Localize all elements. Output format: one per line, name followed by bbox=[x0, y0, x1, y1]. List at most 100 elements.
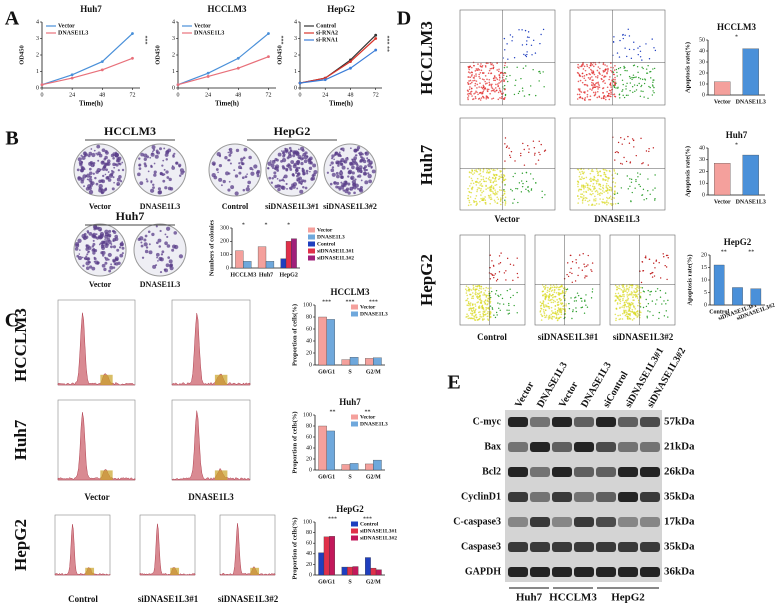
event bbox=[475, 308, 477, 311]
event bbox=[497, 70, 500, 73]
event bbox=[544, 294, 547, 296]
event bbox=[590, 68, 592, 71]
colony bbox=[112, 266, 116, 269]
event bbox=[605, 190, 607, 192]
colony bbox=[153, 173, 157, 177]
event bbox=[633, 317, 635, 320]
x-tick-label: 48 bbox=[99, 92, 105, 98]
scatter-frame bbox=[459, 9, 556, 106]
event bbox=[491, 308, 494, 310]
y-tick-label: 200 bbox=[220, 239, 229, 245]
colony bbox=[161, 164, 164, 167]
event bbox=[605, 185, 608, 187]
event bbox=[593, 199, 595, 202]
event bbox=[555, 313, 558, 315]
event bbox=[647, 289, 649, 292]
event bbox=[602, 87, 605, 89]
event bbox=[478, 187, 481, 189]
event bbox=[626, 296, 629, 298]
event bbox=[472, 284, 475, 287]
event bbox=[541, 190, 543, 193]
event bbox=[589, 78, 591, 81]
event bbox=[475, 291, 477, 294]
event bbox=[602, 63, 605, 66]
event bbox=[654, 174, 656, 176]
colony bbox=[107, 252, 112, 258]
event bbox=[487, 287, 489, 290]
colony bbox=[245, 187, 250, 192]
colony bbox=[91, 245, 95, 248]
event bbox=[474, 303, 476, 306]
colony bbox=[295, 160, 300, 165]
event bbox=[492, 64, 495, 67]
colony bbox=[77, 255, 83, 261]
colony bbox=[107, 239, 112, 245]
colony bbox=[121, 168, 125, 172]
event bbox=[494, 169, 496, 172]
colony bbox=[104, 244, 109, 249]
event bbox=[610, 95, 612, 98]
y-axis-label: OD450 bbox=[18, 45, 25, 65]
event bbox=[490, 72, 492, 75]
colony bbox=[112, 157, 115, 160]
event bbox=[468, 191, 471, 194]
event bbox=[481, 191, 483, 194]
event bbox=[599, 185, 602, 188]
colony bbox=[284, 147, 287, 150]
event bbox=[581, 196, 583, 198]
event bbox=[475, 285, 477, 288]
event bbox=[492, 192, 495, 195]
event bbox=[477, 301, 480, 303]
colony bbox=[163, 147, 166, 150]
y-tick-label: 2 bbox=[36, 52, 39, 58]
event bbox=[572, 310, 574, 313]
event bbox=[629, 185, 631, 188]
event bbox=[473, 311, 476, 314]
event bbox=[665, 266, 668, 268]
event bbox=[630, 310, 632, 313]
y-tick-label: 1 bbox=[36, 69, 39, 75]
event bbox=[594, 190, 597, 193]
event bbox=[581, 75, 584, 78]
event bbox=[613, 73, 616, 76]
event bbox=[636, 310, 639, 312]
event bbox=[615, 68, 618, 71]
bar bbox=[750, 288, 762, 306]
colony bbox=[178, 174, 182, 178]
colony bbox=[296, 187, 299, 190]
event bbox=[626, 288, 629, 290]
colony bbox=[85, 187, 90, 191]
colony bbox=[303, 159, 308, 164]
event bbox=[602, 184, 605, 187]
event bbox=[481, 78, 484, 80]
event bbox=[550, 313, 553, 316]
event bbox=[584, 300, 586, 303]
colony bbox=[256, 169, 261, 174]
event bbox=[489, 298, 491, 301]
colony bbox=[235, 148, 240, 153]
event bbox=[560, 316, 562, 319]
event bbox=[646, 72, 648, 74]
x-axis-label: Time(h) bbox=[79, 100, 104, 108]
event bbox=[577, 72, 580, 75]
colony bbox=[270, 181, 274, 184]
colony bbox=[367, 163, 372, 168]
event bbox=[471, 95, 473, 97]
event bbox=[467, 317, 470, 320]
colony bbox=[143, 238, 147, 242]
event bbox=[548, 288, 551, 290]
event bbox=[480, 288, 482, 290]
colony bbox=[107, 258, 110, 261]
event bbox=[635, 284, 638, 287]
event bbox=[645, 305, 648, 308]
x-tick-label: 24 bbox=[205, 92, 211, 98]
colony bbox=[288, 146, 292, 150]
event bbox=[635, 178, 637, 181]
event bbox=[491, 83, 493, 86]
event bbox=[485, 97, 488, 100]
event bbox=[477, 296, 479, 299]
event bbox=[507, 313, 509, 315]
colony bbox=[155, 252, 160, 257]
event bbox=[520, 191, 523, 193]
event bbox=[497, 190, 499, 193]
